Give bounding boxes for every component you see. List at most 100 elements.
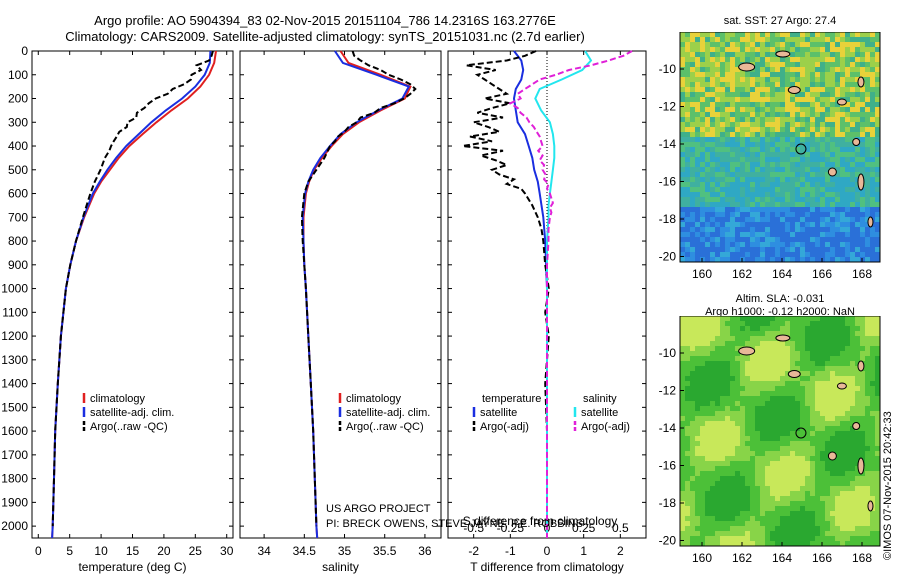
sla-cell [750, 501, 756, 507]
sst-cell [795, 77, 801, 83]
sst-cell [805, 227, 811, 233]
sla-cell [845, 326, 851, 332]
sst-cell [710, 217, 716, 223]
sst-cell [825, 182, 831, 188]
sla-cell [705, 441, 711, 447]
sst-cell [760, 177, 766, 183]
sst-cell [770, 142, 776, 148]
sst-cell [815, 147, 821, 153]
sst-cell [720, 177, 726, 183]
sla-cell [865, 441, 871, 447]
sla-cell [725, 331, 731, 337]
sst-cell [685, 217, 691, 223]
sla-cell [795, 531, 801, 537]
sla-cell [740, 361, 746, 367]
sla-cell [760, 331, 766, 337]
sst-cell [835, 147, 841, 153]
sla-cell [850, 371, 856, 377]
sst-cell [710, 247, 716, 253]
sst-cell [845, 177, 851, 183]
sst-cell [720, 192, 726, 198]
sla-cell [695, 421, 701, 427]
sal-legend-label: satellite-adj. clim. [346, 407, 430, 419]
sla-cell [750, 316, 756, 322]
sla-cell [695, 356, 701, 362]
sla-cell [770, 446, 776, 452]
sst-cell [870, 157, 876, 163]
sla-cell [790, 521, 796, 527]
sla-cell [855, 346, 861, 352]
sla-cell [820, 391, 826, 397]
sst-cell [735, 252, 741, 258]
sla-cell [685, 526, 691, 532]
sla-cell [730, 411, 736, 417]
temp-legend-label: climatology [90, 393, 146, 405]
sst-cell [695, 227, 701, 233]
sla-cell [700, 446, 706, 452]
sst-cell [765, 117, 771, 123]
sla-cell [815, 531, 821, 537]
sst-cell [850, 207, 856, 213]
sla-cell [870, 316, 876, 322]
sst-cell [790, 62, 796, 68]
sst-cell [775, 187, 781, 193]
sla-cell [745, 371, 751, 377]
sla-cell [780, 531, 786, 537]
sla-cell [805, 541, 811, 547]
sst-cell [850, 122, 856, 128]
sla-cell [745, 486, 751, 492]
sst-cell [835, 72, 841, 78]
sla-cell [845, 531, 851, 537]
sla-cell [865, 341, 871, 347]
sst-cell [685, 32, 691, 38]
sla-cell [805, 531, 811, 537]
sst-cell [840, 127, 846, 133]
sla-cell [785, 456, 791, 462]
sla-cell [870, 516, 876, 522]
sla-cell [685, 516, 691, 522]
sla-cell [720, 401, 726, 407]
sst-cell [705, 72, 711, 78]
sst-cell [875, 117, 881, 123]
sla-cell [695, 466, 701, 472]
sst-cell [710, 172, 716, 178]
sst-cell [785, 102, 791, 108]
sst-cell [780, 212, 786, 218]
sla-cell [830, 521, 836, 527]
sst-cell [805, 197, 811, 203]
sst-cell [730, 137, 736, 143]
sla-cell [685, 356, 691, 362]
sla-cell [855, 491, 861, 497]
sst-cell [770, 217, 776, 223]
sla-cell [875, 516, 881, 522]
sla-cell [855, 516, 861, 522]
sla-cell [735, 381, 741, 387]
sst-cell [785, 117, 791, 123]
sla-cell [730, 391, 736, 397]
sla-cell [785, 516, 791, 522]
sla-cell [685, 446, 691, 452]
sst-cell [870, 227, 876, 233]
sst-cell [775, 47, 781, 53]
sla-cell [740, 376, 746, 382]
sla-cell [740, 421, 746, 427]
sst-cell [835, 247, 841, 253]
sla-cell [830, 441, 836, 447]
sst-cell [810, 222, 816, 228]
sst-cell [720, 47, 726, 53]
sst-cell [735, 182, 741, 188]
sst-cell [720, 202, 726, 208]
sst-cell [715, 167, 721, 173]
sst-cell [870, 142, 876, 148]
sst-cell [685, 212, 691, 218]
sst-argo-position-marker [795, 143, 807, 155]
sla-cell [725, 341, 731, 347]
sst-cell [705, 217, 711, 223]
sla-cell [800, 351, 806, 357]
sst-cell [820, 82, 826, 88]
sst-cell [755, 82, 761, 88]
sst-cell [740, 177, 746, 183]
sst-cell [815, 242, 821, 248]
sla-cell [795, 511, 801, 517]
sst-cell [680, 197, 686, 203]
